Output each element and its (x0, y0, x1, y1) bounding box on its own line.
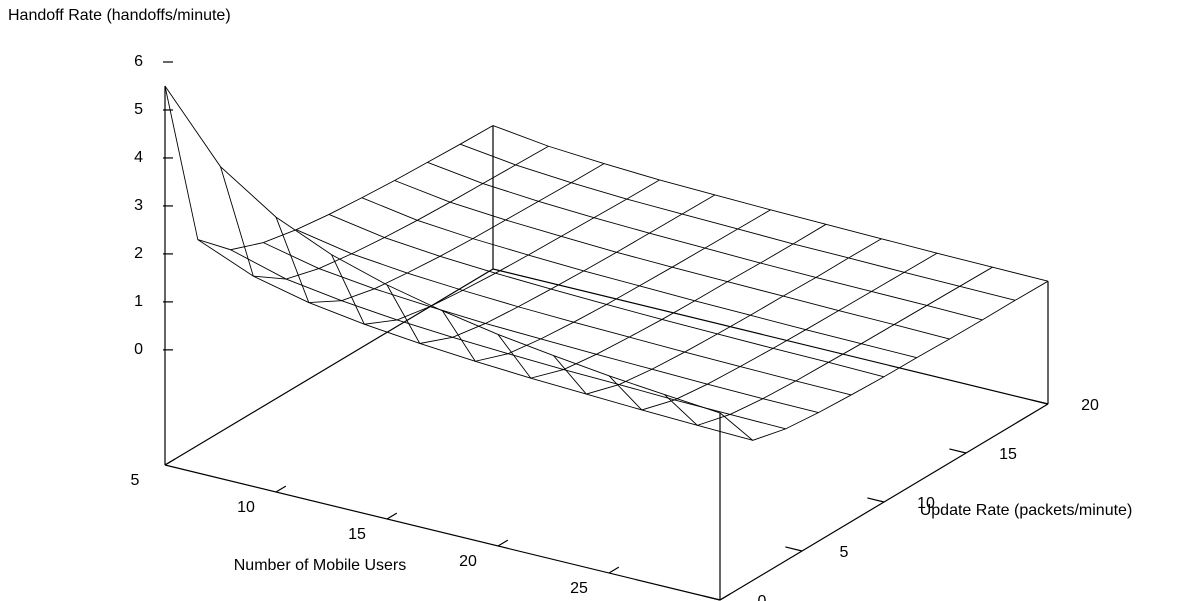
mesh-line (497, 223, 827, 379)
y-tick (785, 546, 803, 552)
y-tick-label: 5 (840, 544, 849, 561)
mesh-line (492, 125, 1049, 282)
z-tick-label: 2 (134, 245, 143, 262)
x-tick-label: 10 (237, 499, 255, 516)
mesh-line (296, 229, 852, 396)
mesh-line (275, 163, 605, 304)
base-edge (164, 464, 721, 601)
base-edge (492, 268, 1049, 405)
mesh-line (608, 252, 938, 411)
y-tick (1031, 399, 1049, 405)
x-tick-label: 5 (131, 472, 140, 489)
z-tick-label: 6 (134, 53, 143, 70)
y-tick-label: 0 (758, 593, 767, 601)
mesh-line (553, 238, 882, 395)
mesh-line (719, 280, 1049, 441)
mesh-line (386, 194, 716, 344)
mesh-line (164, 85, 721, 414)
mesh-line (361, 197, 917, 359)
y-tick-label: 20 (1081, 397, 1099, 414)
x-tick (275, 485, 287, 493)
x-tick-label: 15 (348, 526, 366, 543)
y-tick (703, 595, 721, 601)
mesh-line (164, 85, 494, 251)
y-tick (949, 448, 967, 454)
x-tick (719, 593, 731, 601)
x-tick (164, 458, 176, 466)
z-tick-label: 3 (134, 197, 143, 214)
base-edge (164, 268, 494, 466)
y-axis-label: Update Rate (packets/minute) (920, 502, 1133, 519)
mesh-line (220, 145, 549, 280)
mesh-line (394, 180, 950, 340)
mesh-line (263, 242, 819, 414)
z-tick-label: 5 (134, 101, 143, 118)
x-tick-label: 25 (570, 580, 588, 597)
mesh-line (230, 249, 786, 430)
x-axis-label: Number of Mobile Users (234, 557, 407, 574)
mesh-line (427, 161, 983, 321)
z-tick-label: 0 (134, 341, 143, 358)
x-tick (386, 512, 398, 520)
y-tick-label: 10 (917, 495, 935, 512)
z-tick-label: 4 (134, 149, 143, 166)
x-tick-label: 20 (459, 553, 477, 570)
z-axis-label: Handoff Rate (handoffs/minute) (8, 7, 231, 24)
x-tick (497, 539, 509, 547)
mesh-line (664, 266, 993, 426)
x-tick (608, 566, 620, 574)
y-tick-label: 15 (999, 446, 1017, 463)
z-tick-label: 1 (134, 293, 143, 310)
mesh-line (197, 239, 753, 441)
y-tick (867, 497, 885, 503)
mesh-line (328, 214, 885, 378)
mesh-line (460, 143, 1016, 301)
